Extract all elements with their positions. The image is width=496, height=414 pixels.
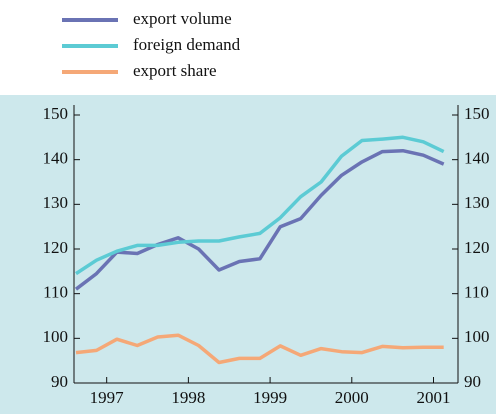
y-tick-label: 100 (43, 327, 69, 346)
y2-tick-label: 130 (464, 193, 490, 212)
y2-tick-label: 100 (464, 327, 490, 346)
legend-label: export share (133, 61, 217, 80)
x-tick-label: 2001 (416, 388, 450, 407)
series-line (75, 333, 444, 365)
legend-label: foreign demand (133, 35, 241, 54)
y-tick-label: 90 (51, 372, 68, 391)
y2-tick-label: 120 (464, 238, 490, 257)
y2-tick-label: 140 (464, 149, 490, 168)
legend-label: export volume (133, 9, 232, 28)
series-line (74, 148, 445, 291)
y2-tick-label: 110 (464, 283, 489, 302)
y-tick-label: 150 (43, 104, 69, 123)
y-tick-label: 130 (43, 193, 69, 212)
series-line (75, 135, 445, 276)
x-tick-label: 1997 (90, 388, 125, 407)
y-tick-label: 120 (43, 238, 69, 257)
y2-tick-label: 90 (464, 372, 481, 391)
plot-background (0, 95, 496, 414)
x-tick-label: 2000 (335, 388, 369, 407)
y2-tick-label: 150 (464, 104, 490, 123)
y-tick-label: 140 (43, 149, 69, 168)
x-tick-label: 1999 (253, 388, 287, 407)
y-tick-label: 110 (43, 283, 68, 302)
x-tick-label: 1998 (171, 388, 205, 407)
